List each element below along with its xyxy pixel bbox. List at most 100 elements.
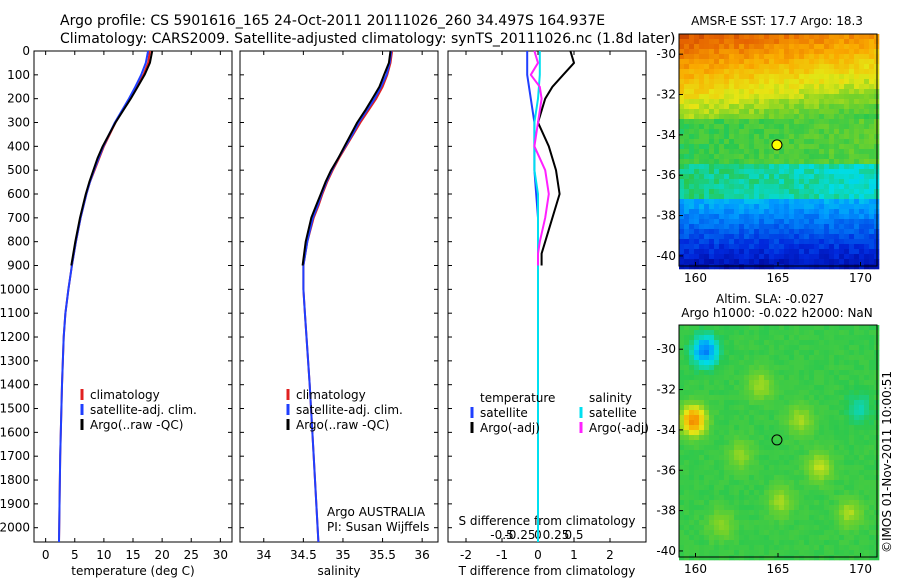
map-cell: [859, 510, 865, 516]
map-cell: [749, 375, 755, 381]
map-cell: [754, 445, 760, 451]
map-cell: [729, 505, 735, 511]
argo-position-marker: [771, 434, 783, 446]
map-cell: [739, 189, 745, 195]
map-cell: [794, 49, 800, 55]
map-cell: [734, 365, 740, 371]
map-cell: [799, 59, 805, 65]
map-cell: [694, 139, 700, 145]
map-cell: [789, 480, 795, 486]
map-cell: [834, 189, 840, 195]
map-cell: [744, 355, 750, 361]
map-cell: [789, 445, 795, 451]
map-cell: [774, 204, 780, 210]
map-cell: [689, 229, 695, 235]
map-cell: [814, 214, 820, 220]
map-cell: [704, 485, 710, 491]
series-line: [533, 51, 541, 542]
map-cell: [839, 380, 845, 386]
map-cell: [769, 505, 775, 511]
map-cell: [719, 395, 725, 401]
map-cell: [799, 390, 805, 396]
map-cell: [684, 194, 690, 200]
map-cell: [864, 360, 870, 366]
map-cell: [769, 475, 775, 481]
map-cell: [749, 129, 755, 135]
map-cell: [854, 435, 860, 441]
map-cell: [814, 134, 820, 140]
map-cell: [779, 249, 785, 255]
map-cell: [819, 390, 825, 396]
map-cell: [834, 224, 840, 230]
map-cell: [764, 44, 770, 50]
map-cell: [744, 490, 750, 496]
map-cell: [779, 500, 785, 506]
map-cell: [844, 505, 850, 511]
map-cell: [704, 184, 710, 190]
map-cell: [854, 350, 860, 356]
map-cell: [749, 244, 755, 250]
map-cell: [754, 109, 760, 115]
series-line: [537, 50, 575, 266]
argo-position-marker: [771, 139, 783, 151]
map-cell: [769, 99, 775, 105]
map-cell: [774, 370, 780, 376]
map-cell: [764, 104, 770, 110]
map-cell: [834, 445, 840, 451]
map-cell: [744, 435, 750, 441]
map-cell: [814, 535, 820, 541]
map-cell: [734, 520, 740, 526]
map-cell: [714, 254, 720, 260]
map-cell: [744, 134, 750, 140]
map-cell: [719, 74, 725, 80]
map-cell: [829, 330, 835, 336]
map-cell: [784, 104, 790, 110]
map-cell: [809, 420, 815, 426]
map-cell: [834, 355, 840, 361]
map-cell: [824, 94, 830, 100]
map-cell: [679, 410, 685, 416]
map-cell: [754, 510, 760, 516]
map-cell: [704, 74, 710, 80]
map-cell: [794, 545, 800, 551]
map-cell: [869, 104, 875, 110]
map-cell: [839, 455, 845, 461]
map-cell: [759, 550, 765, 556]
map-cell: [789, 219, 795, 225]
map-cell: [819, 119, 825, 125]
map-cell: [759, 395, 765, 401]
map-cell: [714, 214, 720, 220]
map-cell: [834, 149, 840, 155]
map-cell: [689, 555, 695, 561]
map-cell: [719, 204, 725, 210]
map-cell: [824, 254, 830, 260]
map-cell: [749, 490, 755, 496]
map-cell: [774, 64, 780, 70]
map-cell: [844, 199, 850, 205]
map-cell: [774, 209, 780, 215]
map-cell: [689, 179, 695, 185]
map-cell: [794, 350, 800, 356]
map-cell: [774, 430, 780, 436]
map-cell: [719, 475, 725, 481]
map-cell: [754, 64, 760, 70]
map-cell: [744, 49, 750, 55]
map-cell: [679, 244, 685, 250]
map-cell: [824, 430, 830, 436]
series-line: [58, 50, 151, 543]
map-cell: [859, 325, 865, 331]
map-cell: [874, 264, 880, 270]
map-cell: [689, 239, 695, 245]
x-tick-label: 160: [684, 271, 707, 285]
map-cell: [724, 530, 730, 536]
map-cell: [869, 370, 875, 376]
map-cell: [694, 229, 700, 235]
map-cell: [729, 325, 735, 331]
map-cell: [854, 229, 860, 235]
map-cell: [759, 410, 765, 416]
map-cell: [869, 385, 875, 391]
map-cell: [839, 49, 845, 55]
map-cell: [704, 420, 710, 426]
map-cell: [789, 395, 795, 401]
